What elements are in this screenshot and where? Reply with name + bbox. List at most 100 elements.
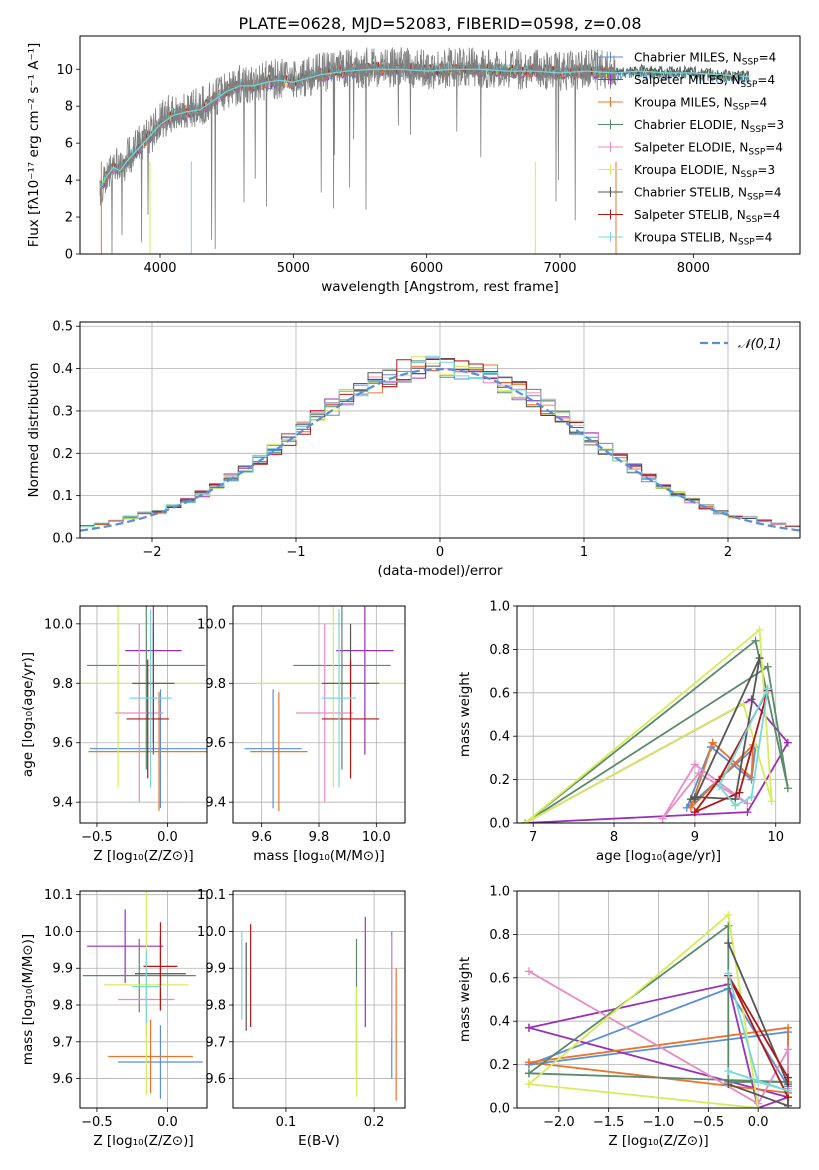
legend-label: Salpeter STELIB, NSSP=4 (634, 208, 780, 225)
data-spectrum-line (99, 47, 617, 254)
y-tick-label: 9.6 (52, 736, 73, 751)
x-tick-label: −2 (142, 545, 161, 560)
plot-area-age_vs_Z (80, 606, 207, 812)
legend-label-main: Chabrier ELODIE, N (634, 118, 750, 132)
legend-label-main: Salpeter MILES, N (634, 73, 741, 87)
x-tick-label: 10 (767, 830, 784, 845)
axes-frame (232, 890, 406, 1109)
y-tick-label: 0.6 (489, 686, 510, 701)
x-tick-label: −0.5 (693, 1115, 725, 1130)
weight-marker (783, 784, 792, 793)
legend-label: Salpeter ELODIE, NSSP=4 (634, 141, 783, 158)
panel-mass_vs_EBV: 0.1 0.2 9.6 9.7 9.8 9.9 10.0 10.1 E(B-V) (197, 888, 406, 1149)
x-tick-label: 4000 (143, 261, 176, 276)
y-tick-label: 9.4 (52, 796, 73, 811)
x-tick-label: 9.6 (251, 830, 272, 845)
weight-marker (783, 738, 792, 747)
weight-marker (743, 808, 752, 817)
y-tick-label: 10.0 (44, 925, 73, 940)
legend-label-main: Kroupa STELIB, N (634, 231, 738, 245)
y-tick-label: 0.1 (52, 489, 73, 504)
y-tick-label: 9.6 (52, 1072, 73, 1087)
weight-line (528, 913, 760, 1108)
weight-marker (724, 1080, 733, 1089)
plot-area-age_vs_mass (244, 606, 405, 812)
weight-marker (731, 801, 740, 810)
y-tick-label: 0.5 (52, 320, 73, 335)
y-tick-label: 10.0 (44, 617, 73, 632)
axes-frame (516, 605, 801, 824)
y-tick-label: 0.3 (52, 404, 73, 419)
panel-weight_vs_age: 7 8 9 10 0.0 0.2 0.4 0.6 0.8 1.0 age [log₁₀(age/yr… (457, 600, 801, 864)
weight-marker (784, 1045, 793, 1054)
legend-label-sub: SSP (750, 125, 767, 135)
y-tick-label: 0.8 (489, 928, 510, 943)
y-tick-label: 4 (65, 174, 73, 189)
y-tick-label: 0.2 (489, 1058, 510, 1073)
weight-marker (724, 939, 733, 948)
x-tick-label: 5000 (277, 261, 310, 276)
legend-label: Kroupa STELIB, NSSP=4 (634, 231, 772, 248)
legend-label: Kroupa ELODIE, NSSP=3 (634, 163, 775, 180)
axes-frame (516, 890, 801, 1109)
weight-marker (784, 1023, 793, 1032)
y-tick-label: 10.1 (197, 888, 226, 903)
legend-label-tail: =4 (764, 186, 782, 200)
legend-label-sub: SSP (741, 80, 758, 90)
weight-marker (784, 1101, 793, 1108)
weight-marker (754, 1077, 763, 1086)
x-tick-label: 2 (724, 545, 732, 560)
weight-marker (724, 910, 733, 919)
y-tick-label: 9.8 (205, 999, 226, 1014)
x-tick-label: 0.0 (748, 1115, 769, 1130)
legend-label-main: Salpeter ELODIE, N (634, 141, 748, 155)
x-tick-label: −1.0 (643, 1115, 675, 1130)
weight-marker (690, 760, 699, 769)
weight-marker (521, 819, 530, 823)
panel-residuals: −2 −1 0 1 2 0.0 0.1 0.2 0.3 0.4 0.5 (data-model)/er… (26, 320, 801, 579)
x-axis-label: Z [log₁₀(Z/Z⊙)] (93, 1133, 193, 1149)
weight-marker (524, 1069, 533, 1078)
x-axis-label: Z [log₁₀(Z/Z⊙)] (93, 848, 193, 864)
weight-marker (715, 782, 724, 791)
y-tick-label: 9.8 (52, 999, 73, 1014)
plot-area-spectrum (99, 47, 750, 254)
legend-label: 𝒩(0,1) (738, 337, 781, 352)
x-axis-label: wavelength [Angstrom, rest frame] (321, 279, 559, 295)
y-tick-label: 10.0 (197, 925, 226, 940)
x-tick-label: −2.0 (543, 1115, 575, 1130)
y-tick-label: 9.9 (52, 962, 73, 977)
histogram-step (80, 355, 800, 527)
legend-label-tail: =3 (757, 163, 775, 177)
x-tick-label: 0.0 (157, 830, 178, 845)
legend-label: Chabrier STELIB, NSSP=4 (634, 186, 782, 203)
legend-label-tail: =4 (750, 96, 768, 110)
legend-label-main: Salpeter STELIB, N (634, 208, 746, 222)
axes-frame (79, 605, 208, 824)
x-tick-label: 0.2 (364, 1115, 385, 1130)
figure-title: PLATE=0628, MJD=52083, FIBERID=0598, z=0… (238, 14, 641, 33)
y-tick-label: 9.8 (52, 677, 73, 692)
y-tick-label: 9.6 (205, 1072, 226, 1087)
y-tick-label: 0.2 (52, 447, 73, 462)
legend-label: Chabrier MILES, NSSP=4 (634, 51, 776, 68)
x-tick-label: −0.5 (81, 830, 113, 845)
x-axis-label: age [log₁₀(age/yr)] (596, 848, 721, 864)
legend-label-main: Kroupa MILES, N (634, 96, 733, 110)
y-tick-label: 0.4 (489, 730, 510, 745)
weight-line (524, 639, 789, 823)
plot-area-weight_vs_age (521, 625, 792, 823)
weight-marker (767, 797, 776, 806)
y-axis-label: mass [log₁₀(M/M⊙)] (20, 934, 36, 1065)
legend-label-main: Chabrier MILES, N (634, 51, 742, 65)
weight-marker (708, 738, 717, 747)
legend-label: Chabrier ELODIE, NSSP=3 (634, 118, 784, 135)
y-tick-label: 9.9 (205, 962, 226, 977)
y-tick-label: 0.2 (489, 773, 510, 788)
panel-weight_vs_Z: −2.0 −1.5 −1.0 −0.5 0.0 0.0 0.2 0.4 0.6 0.8 1.0 Z [… (457, 885, 801, 1149)
y-tick-label: 0.4 (489, 1015, 510, 1030)
x-tick-label: 8000 (677, 261, 710, 276)
legend-label-tail: =4 (755, 231, 773, 245)
